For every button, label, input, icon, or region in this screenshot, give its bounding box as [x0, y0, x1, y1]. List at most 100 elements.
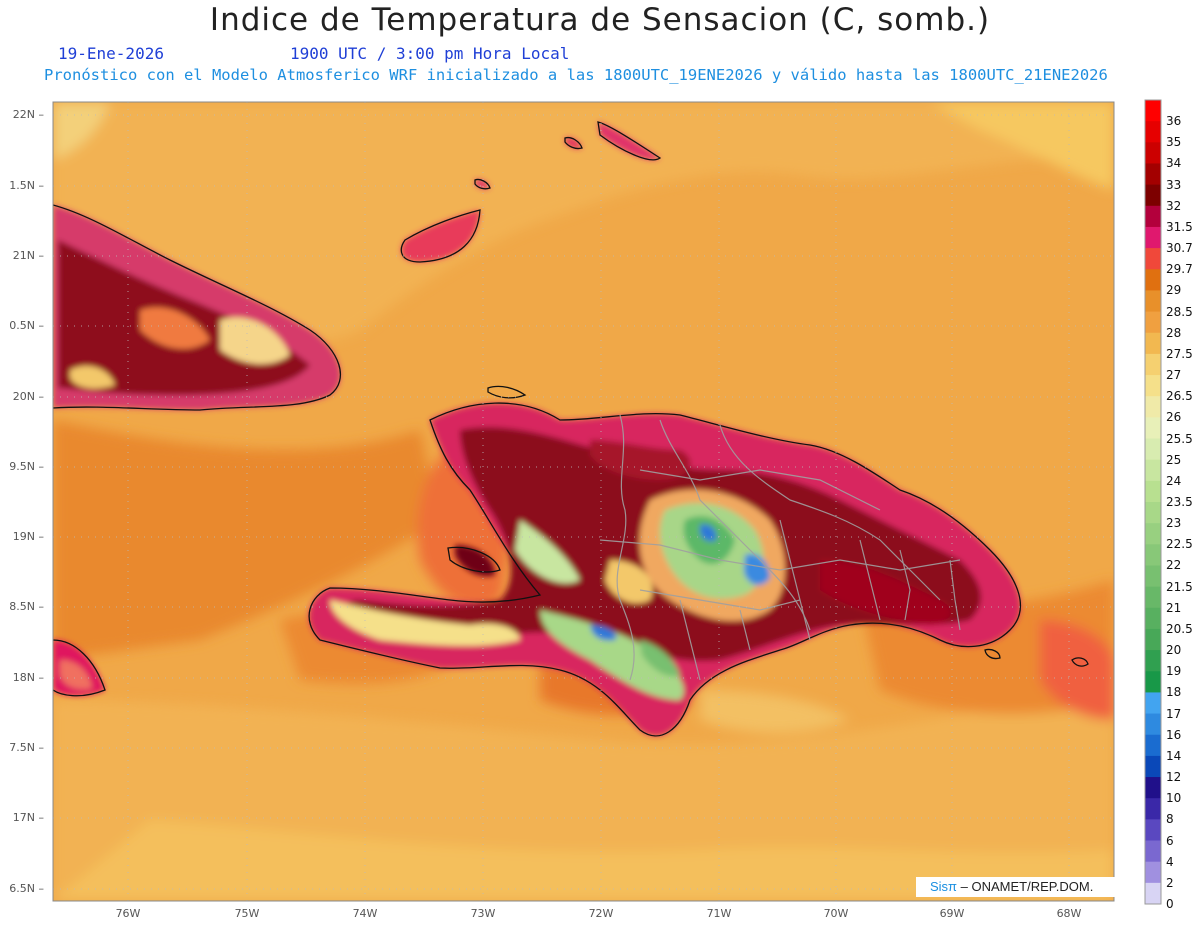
colorbar-label: 33 — [1166, 177, 1182, 192]
colorbar-swatch — [1145, 290, 1161, 313]
lon-label: 68W — [1056, 907, 1082, 920]
colorbar-label: 25 — [1166, 452, 1182, 467]
credit-text: – ONAMET/REP.DOM. — [957, 879, 1094, 894]
colorbar-label: 31.5 — [1166, 219, 1193, 234]
forecast-date: 19-Ene-2026 — [58, 44, 164, 63]
colorbar-swatch — [1145, 650, 1161, 672]
colorbar-label: 23.5 — [1166, 495, 1193, 509]
colorbar-label: 35 — [1166, 135, 1182, 150]
colorbar-label: 20 — [1166, 643, 1182, 658]
colorbar-label: 17 — [1166, 706, 1182, 721]
colorbar-swatch — [1145, 523, 1161, 545]
lon-label: 69W — [939, 907, 965, 920]
colorbar-label: 14 — [1166, 748, 1182, 763]
colorbar-label: 24 — [1166, 473, 1182, 488]
colorbar-label: 22.5 — [1166, 537, 1193, 552]
colorbar-swatch — [1145, 353, 1161, 376]
colorbar-label: 8 — [1166, 812, 1174, 827]
lat-label: 19N – — [12, 530, 44, 543]
colorbar-label: 34 — [1166, 156, 1182, 171]
colorbar-label: 29.7 — [1166, 262, 1193, 277]
lat-label: 8.5N – — [9, 600, 44, 613]
colorbar-label: 0 — [1166, 897, 1174, 911]
colorbar-label: 23 — [1166, 516, 1182, 531]
colorbar-swatch — [1145, 692, 1161, 715]
colorbar-label: 28 — [1166, 325, 1182, 340]
colorbar-label: 21.5 — [1166, 579, 1193, 594]
map-title: Indice de Temperatura de Sensacion (C, s… — [209, 2, 991, 38]
model-note: Pronóstico con el Modelo Atmosferico WRF… — [44, 66, 1108, 84]
colorbar-swatch — [1145, 396, 1161, 418]
lat-label: 6.5N – — [9, 882, 44, 895]
colorbar-swatch — [1145, 671, 1161, 693]
lat-label: 1.5N – — [9, 179, 44, 192]
colorbar-swatch — [1145, 586, 1161, 609]
colorbar-swatch — [1145, 459, 1161, 482]
lat-label: 22N – — [12, 108, 44, 121]
colorbar-swatch — [1145, 565, 1161, 588]
colorbar-label: 25.5 — [1166, 431, 1193, 446]
colorbar-swatch — [1145, 544, 1161, 566]
lon-label: 76W — [115, 907, 141, 920]
colorbar-swatch — [1145, 502, 1161, 524]
colorbar-swatch — [1145, 121, 1161, 143]
colorbar-swatch — [1145, 269, 1161, 291]
colorbar-swatch — [1145, 480, 1161, 503]
colorbar-label: 18 — [1166, 685, 1182, 700]
colorbar-label: 4 — [1166, 854, 1174, 869]
lat-label: 17N – — [12, 811, 44, 824]
colorbar-label: 36 — [1166, 114, 1182, 129]
colorbar — [1144, 99, 1162, 905]
colorbar-label: 6 — [1166, 833, 1174, 848]
lon-label: 73W — [470, 907, 496, 920]
colorbar-swatch — [1145, 142, 1161, 164]
colorbar-swatch — [1145, 861, 1161, 884]
colorbar-swatch — [1145, 734, 1161, 757]
colorbar-swatch — [1145, 100, 1161, 122]
colorbar-swatch — [1145, 819, 1161, 842]
colorbar-swatch — [1145, 184, 1161, 207]
colorbar-swatch — [1145, 226, 1161, 249]
colorbar-swatch — [1145, 375, 1161, 397]
colorbar-label: 20.5 — [1166, 621, 1193, 636]
colorbar-frame — [1144, 99, 1162, 905]
credit-box: Sisπ – ONAMET/REP.DOM. — [916, 877, 1122, 897]
colorbar-label: 12 — [1166, 770, 1182, 785]
colorbar-label: 26.5 — [1166, 389, 1193, 404]
lat-label: 7.5N – — [9, 741, 44, 754]
colorbar-swatch — [1145, 438, 1161, 461]
colorbar-label: 2 — [1166, 875, 1174, 890]
colorbar-swatch — [1145, 755, 1161, 778]
colorbar-swatch — [1145, 417, 1161, 440]
lat-label: 0.5N – — [9, 319, 44, 332]
colorbar-swatch — [1145, 798, 1161, 820]
lat-label: 9.5N – — [9, 460, 44, 473]
colorbar-label: 21 — [1166, 600, 1182, 615]
colorbar-swatch — [1145, 607, 1161, 630]
colorbar-label: 27.5 — [1166, 346, 1193, 361]
lon-label: 70W — [823, 907, 849, 920]
colorbar-swatch — [1145, 713, 1161, 736]
colorbar-label: 32 — [1166, 198, 1182, 213]
colorbar-label: 30.7 — [1166, 241, 1193, 256]
colorbar-label: 16 — [1166, 727, 1182, 742]
colorbar-label: 19 — [1166, 664, 1182, 679]
colorbar-swatch — [1145, 840, 1161, 863]
lat-label: 21N – — [12, 249, 44, 262]
colorbar-swatch — [1145, 882, 1161, 905]
lat-label: 18N – — [12, 671, 44, 684]
colorbar-swatch — [1145, 248, 1161, 270]
colorbar-swatch — [1145, 205, 1161, 228]
forecast-time: 1900 UTC / 3:00 pm Hora Local — [290, 44, 570, 63]
colorbar-label: 28.5 — [1166, 304, 1193, 319]
colorbar-swatch — [1145, 777, 1161, 799]
lat-label: 20N – — [12, 390, 44, 403]
lon-label: 75W — [234, 907, 260, 920]
colorbar-swatch — [1145, 311, 1161, 334]
colorbar-label: 27 — [1166, 368, 1182, 383]
colorbar-label: 29 — [1166, 283, 1182, 298]
colorbar-label: 22 — [1166, 558, 1182, 573]
colorbar-label: 26 — [1166, 410, 1182, 425]
lon-label: 72W — [588, 907, 614, 920]
colorbar-swatch — [1145, 163, 1161, 186]
